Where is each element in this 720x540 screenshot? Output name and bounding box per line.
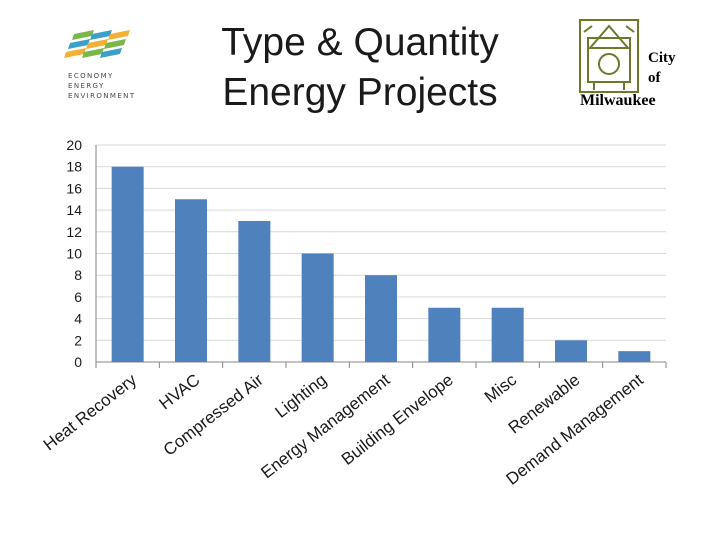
- y-tick-label: 2: [74, 332, 82, 348]
- y-tick-label: 18: [66, 159, 82, 175]
- bar-heat-recovery: [111, 166, 144, 362]
- logo-text-city: City: [648, 50, 676, 66]
- slide-title-line-1: Type & Quantity: [221, 21, 499, 64]
- y-tick-label: 14: [66, 202, 82, 218]
- logo-text-of: of: [648, 70, 661, 86]
- x-category-label: Building Envelope: [338, 370, 457, 469]
- x-category-label: HVAC: [156, 370, 204, 413]
- y-tick-label: 16: [66, 180, 82, 196]
- logo-text-environment: ENVIRONMENT: [68, 92, 136, 100]
- x-category-label: Misc: [481, 370, 521, 407]
- bar-renewable: [555, 340, 587, 362]
- economy-energy-environment-logo: ECONOMY ENERGY ENVIRONMENT: [64, 30, 144, 105]
- y-tick-label: 10: [66, 246, 82, 262]
- x-category-label: Heat Recovery: [40, 370, 141, 455]
- logo-text-economy: ECONOMY: [68, 72, 114, 80]
- bar-demand-management: [618, 351, 651, 362]
- logo-text-milwaukee: Milwaukee: [580, 92, 656, 109]
- city-seal-icon: [579, 19, 639, 93]
- logo-text-energy: ENERGY: [68, 82, 105, 90]
- bar-lighting: [301, 253, 334, 362]
- y-tick-label: 8: [74, 267, 82, 283]
- slide-title-line-2: Energy Projects: [222, 71, 498, 114]
- y-tick-label: 20: [66, 137, 82, 153]
- bar-compressed-air: [238, 220, 271, 362]
- city-of-milwaukee-logo: City of Milwaukee: [578, 18, 686, 114]
- y-tick-label: 4: [74, 311, 82, 327]
- bar-misc: [491, 307, 524, 362]
- y-tick-label: 6: [74, 289, 82, 305]
- bar-energy-management: [365, 275, 397, 362]
- logo-leaf-stripes-icon: [64, 30, 130, 58]
- bar-hvac: [175, 199, 207, 362]
- y-tick-label: 12: [66, 224, 82, 240]
- chart-bars: [111, 166, 651, 362]
- bar-building-envelope: [428, 307, 461, 362]
- slide-title: Type & Quantity Energy Projects: [170, 18, 550, 118]
- y-tick-label: 0: [74, 354, 82, 370]
- y-axis-tick-labels: 0 2 4 6 8 10 12 14 16 18 20: [66, 137, 82, 370]
- x-category-label: Lighting: [271, 370, 330, 422]
